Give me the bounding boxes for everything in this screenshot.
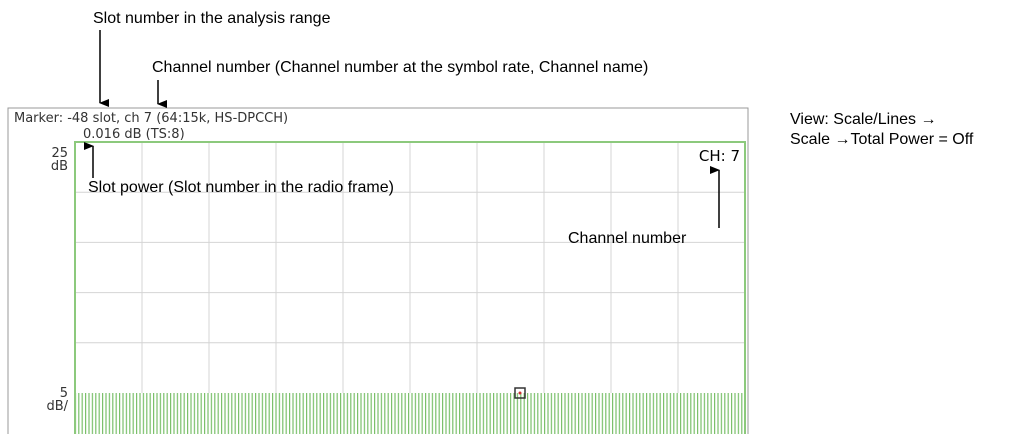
channel-label: CH: 7: [699, 147, 740, 165]
side-note: View: Scale/Lines →: [790, 111, 936, 128]
top-unit: dB: [51, 159, 68, 174]
side-note: Scale →Total Power = Off: [790, 131, 974, 148]
top-scale: 25: [51, 146, 68, 161]
annotation: Channel number (Channel number at the sy…: [152, 59, 648, 76]
screen-frame: [7, 107, 749, 434]
plot-frame: [74, 141, 746, 434]
marker-box: [514, 387, 526, 399]
grid: [75, 142, 745, 393]
annotation: Slot number in the analysis range: [93, 10, 331, 27]
marker-readout: Marker: -48 slot, ch 7 (64:15k, HS-DPCCH…: [14, 111, 288, 126]
bottom-scale: 5: [60, 386, 68, 401]
marker-dot: [518, 391, 522, 395]
power-readout: 0.016 dB (TS:8): [83, 127, 185, 142]
slot-bars: [76, 393, 745, 434]
annotation: Slot power (Slot number in the radio fra…: [88, 179, 394, 196]
bottom-unit: dB/: [46, 399, 68, 414]
annotation: Channel number: [568, 230, 687, 247]
